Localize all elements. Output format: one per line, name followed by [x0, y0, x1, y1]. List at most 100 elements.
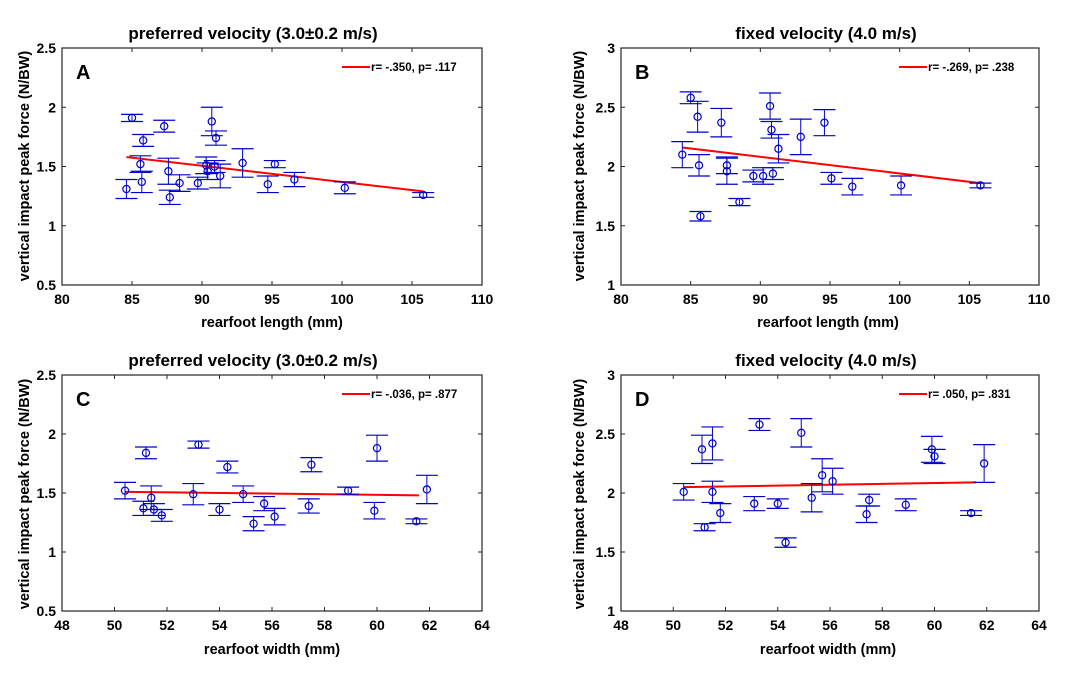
y-tick-label: 2	[607, 485, 615, 501]
x-tick-label: 64	[1031, 617, 1047, 633]
y-tick-label: 0.5	[37, 277, 57, 293]
x-tick-label: 52	[159, 617, 175, 633]
data-point	[697, 445, 707, 454]
x-tick-label: 90	[753, 291, 769, 307]
panel-b-plot: 80 85 90 95 100 105 110 1 1.5 2 2.5 3 B r= -.269, p= …	[596, 40, 1051, 307]
data-point	[164, 167, 173, 176]
data-point	[419, 190, 428, 200]
x-tick-label: 52	[718, 617, 734, 633]
data-point	[165, 193, 174, 202]
y-tick-label: 1	[607, 603, 615, 619]
x-tick-label: 58	[874, 617, 890, 633]
data-point	[412, 517, 421, 526]
data-point	[157, 511, 166, 520]
x-tick-label: 85	[683, 291, 699, 307]
y-tick-label: 2.5	[37, 40, 57, 56]
data-point	[290, 175, 299, 184]
data-point	[749, 171, 758, 181]
data-point	[137, 177, 146, 187]
x-tick-label: 50	[665, 617, 681, 633]
data-point	[270, 512, 279, 521]
x-tick-label: 105	[958, 291, 982, 307]
y-tick-label: 2	[48, 99, 56, 115]
y-tick-label: 2.5	[37, 367, 57, 383]
data-point	[304, 501, 313, 511]
data-point	[930, 452, 939, 461]
x-tick-label: 48	[613, 617, 629, 633]
data-point	[774, 144, 783, 153]
data-point	[708, 487, 717, 497]
data-point	[201, 161, 211, 170]
data-point	[159, 122, 169, 131]
y-tick-label: 1	[48, 544, 56, 560]
data-point	[827, 174, 836, 183]
data-point	[343, 486, 353, 495]
y-tick-label: 2.5	[596, 426, 616, 442]
data-point	[700, 523, 709, 532]
y-tick-label: 1.5	[37, 159, 57, 175]
data-point	[694, 161, 704, 170]
x-tick-label: 85	[124, 291, 140, 307]
x-tick-label: 60	[927, 617, 943, 633]
data-point	[238, 158, 247, 168]
legend-label: r= -.036, p= .877	[371, 389, 457, 401]
x-tick-label: 105	[400, 291, 424, 307]
data-point	[249, 519, 258, 528]
panel-b-xlabel: rearfoot length (mm)	[757, 315, 899, 331]
data-point	[679, 487, 688, 497]
x-tick-label: 100	[330, 291, 354, 307]
x-tick-label: 56	[264, 617, 280, 633]
y-tick-label: 3	[607, 40, 615, 56]
data-point	[979, 459, 989, 468]
y-tick-label: 3	[607, 367, 615, 383]
data-point	[122, 184, 131, 194]
panel-c: preferred velocity (3.0±0.2 m/s) vertica…	[17, 351, 490, 658]
x-tick-label: 90	[194, 291, 210, 307]
data-point	[735, 197, 744, 207]
y-tick-label: 1.5	[596, 218, 616, 234]
y-tick-label: 1.5	[596, 544, 616, 560]
data-point	[708, 439, 717, 448]
data-point	[211, 133, 221, 143]
y-tick-label: 1	[607, 277, 615, 293]
legend-label: r= -.350, p= .117	[371, 62, 457, 74]
data-point	[976, 181, 985, 190]
panel-a-title: preferred velocity (3.0±0.2 m/s)	[128, 24, 377, 43]
panel-d-ylabel: vertical impact peak force (N/BW)	[572, 379, 588, 610]
panel-a-ylabel: vertical impact peak force (N/BW)	[17, 51, 33, 282]
data-point	[138, 136, 148, 145]
panel-c-xlabel: rearfoot width (mm)	[204, 642, 340, 658]
data-point	[141, 448, 151, 458]
x-tick-label: 54	[212, 617, 228, 633]
x-tick-label: 56	[822, 617, 838, 633]
y-tick-label: 1.5	[37, 485, 57, 501]
x-tick-label: 64	[474, 617, 490, 633]
x-tick-label: 58	[317, 617, 333, 633]
panel-d-title: fixed velocity (4.0 m/s)	[735, 351, 916, 370]
panel-letter: B	[635, 62, 649, 84]
data-point	[966, 508, 976, 518]
x-tick-label: 110	[1028, 291, 1051, 307]
x-tick-label: 60	[369, 617, 385, 633]
panel-letter: C	[76, 389, 90, 411]
x-tick-label: 110	[471, 291, 494, 307]
data-point	[210, 162, 219, 171]
data-point	[773, 499, 782, 508]
data-point	[136, 159, 145, 169]
data-point	[755, 420, 764, 429]
data-point	[370, 506, 379, 515]
regression-line	[124, 490, 420, 497]
data-point	[750, 499, 759, 508]
data-point	[203, 167, 212, 176]
data-point	[372, 443, 382, 453]
y-tick-label: 2	[48, 426, 56, 442]
x-tick-label: 62	[979, 617, 995, 633]
data-point	[717, 118, 726, 127]
data-point	[127, 113, 137, 123]
data-point	[693, 112, 702, 121]
data-point	[768, 169, 778, 178]
data-point	[259, 499, 269, 508]
panel-a-xlabel: rearfoot length (mm)	[201, 315, 343, 331]
data-point	[422, 485, 432, 494]
data-point	[896, 181, 906, 190]
